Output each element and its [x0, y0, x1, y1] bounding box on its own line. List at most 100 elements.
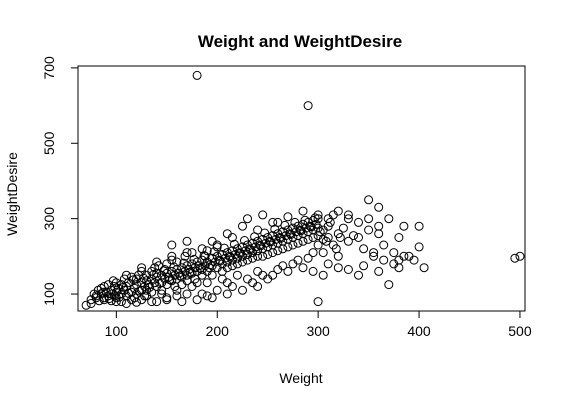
- data-point: [246, 245, 255, 255]
- data-point: [364, 195, 374, 205]
- data-point: [313, 297, 323, 307]
- data-point: [374, 229, 384, 239]
- data-point: [293, 255, 303, 265]
- data-point: [384, 280, 394, 290]
- data-point: [379, 240, 389, 250]
- data-point: [167, 255, 177, 265]
- data-point: [202, 246, 212, 256]
- data-point: [290, 217, 300, 227]
- data-point: [389, 248, 399, 258]
- data-point: [111, 297, 121, 307]
- data-point: [293, 238, 303, 248]
- data-point: [419, 263, 429, 273]
- data-point: [225, 252, 235, 262]
- data-point: [142, 285, 152, 295]
- data-point: [273, 217, 283, 227]
- data-point: [343, 214, 353, 224]
- data-point: [179, 258, 189, 268]
- data-point: [167, 251, 177, 261]
- data-point: [256, 241, 266, 251]
- data-point: [155, 279, 165, 288]
- data-point: [182, 289, 192, 299]
- data-point: [359, 244, 369, 254]
- data-point: [238, 257, 247, 267]
- data-point: [172, 285, 182, 295]
- data-point: [515, 251, 525, 261]
- data-point: [162, 295, 172, 305]
- data-point: [296, 226, 306, 236]
- data-point: [149, 269, 159, 279]
- data-point: [238, 285, 247, 295]
- data-point: [278, 244, 288, 254]
- data-point: [253, 282, 263, 291]
- y-axis: 100 300 500 700: [41, 56, 79, 306]
- data-point: [308, 248, 318, 258]
- data-point: [99, 282, 109, 291]
- data-point: [187, 282, 197, 291]
- data-point: [197, 244, 207, 254]
- data-point: [369, 248, 379, 258]
- data-point: [283, 266, 293, 276]
- data-point: [313, 210, 323, 220]
- data-point: [197, 289, 207, 299]
- data-point: [207, 293, 217, 303]
- data-point: [185, 267, 195, 277]
- data-point: [268, 248, 278, 258]
- data-point: [127, 295, 136, 305]
- x-tick-label: 300: [306, 323, 330, 339]
- data-point: [152, 257, 162, 267]
- data-point: [268, 270, 278, 280]
- data-point: [276, 233, 286, 243]
- data-point: [258, 210, 268, 220]
- data-point: [321, 236, 331, 246]
- data-point: [137, 263, 147, 273]
- data-point: [108, 276, 118, 286]
- chart-title: Weight and WeightDesire: [198, 32, 402, 51]
- data-point: [172, 257, 182, 267]
- y-tick-label: 500: [41, 131, 57, 155]
- data-point: [195, 263, 205, 273]
- data-point: [298, 263, 308, 273]
- data-point: [182, 270, 192, 280]
- data-point: [182, 248, 192, 258]
- data-point: [374, 202, 384, 212]
- data-point: [86, 299, 96, 308]
- data-point: [359, 261, 369, 271]
- data-point: [243, 214, 252, 224]
- data-point: [253, 225, 263, 235]
- data-point: [192, 295, 202, 305]
- data-point: [167, 276, 177, 286]
- data-point: [135, 286, 145, 296]
- data-point: [333, 206, 343, 216]
- data-point: [238, 221, 247, 231]
- data-point: [200, 251, 210, 261]
- data-point: [215, 256, 225, 266]
- data-point: [343, 265, 353, 274]
- data-point: [177, 297, 187, 307]
- data-point: [399, 251, 409, 261]
- data-point: [394, 263, 404, 273]
- data-point: [157, 285, 167, 295]
- data-point: [172, 291, 182, 301]
- data-point: [384, 214, 394, 224]
- data-point: [167, 240, 177, 250]
- x-axis-label: Weight: [279, 370, 322, 386]
- data-point: [399, 221, 409, 231]
- data-point: [111, 278, 121, 288]
- data-points: [81, 70, 525, 310]
- data-point: [300, 215, 310, 225]
- data-point: [369, 251, 379, 261]
- data-point: [94, 296, 104, 306]
- data-point: [364, 225, 374, 235]
- data-point: [331, 244, 341, 254]
- data-point: [379, 255, 389, 265]
- data-point: [338, 223, 348, 233]
- data-point: [192, 70, 202, 80]
- data-point: [199, 251, 209, 261]
- data-point: [217, 274, 227, 284]
- data-point: [227, 261, 237, 271]
- data-point: [248, 253, 258, 263]
- data-point: [227, 233, 237, 242]
- data-point: [207, 270, 217, 280]
